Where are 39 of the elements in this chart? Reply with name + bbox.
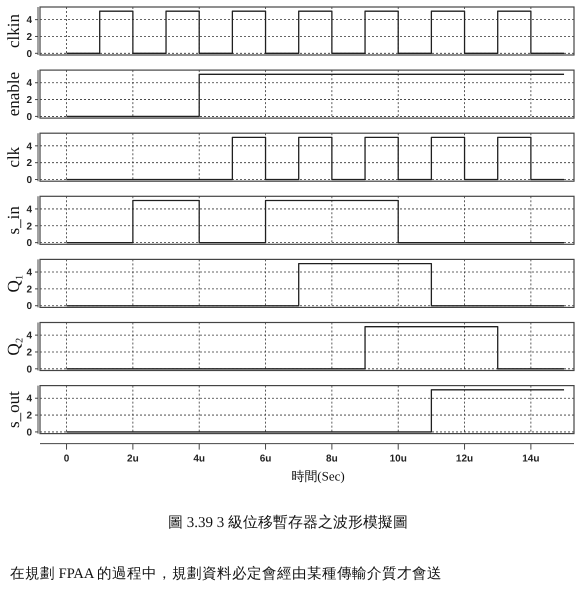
y-tick-label: 4 xyxy=(26,15,32,26)
y-tick-label: 0 xyxy=(26,427,32,438)
y-tick-label: 0 xyxy=(26,48,32,60)
y-tick-label: 4 xyxy=(26,141,32,152)
x-tick-label: 14u xyxy=(522,454,540,465)
y-axis-title: Q₂ xyxy=(4,337,23,356)
y-tick-label: 2 xyxy=(26,32,32,43)
y-tick-label: 4 xyxy=(26,78,32,90)
x-tick-label: 6u xyxy=(260,454,272,465)
x-tick-label: 12u xyxy=(456,454,474,465)
caption: 圖 3.39 3 級位移暫存器之波形模擬圖 xyxy=(168,514,408,531)
y-tick-label: 4 xyxy=(26,330,32,342)
y-axis-title: s_out xyxy=(4,390,23,428)
y-axis-title: Q₁ xyxy=(4,274,23,293)
y-tick-label: 4 xyxy=(26,394,32,405)
x-tick-label: 2u xyxy=(127,454,139,465)
y-tick-label: 0 xyxy=(26,301,32,312)
y-tick-label: 2 xyxy=(26,158,32,170)
y-axis-title: s_in xyxy=(4,206,23,234)
x-axis-title: 時間(Sec) xyxy=(291,468,345,484)
y-tick-label: 2 xyxy=(26,284,32,296)
y-axis-title: clkin xyxy=(4,14,23,48)
y-axis-title: clk xyxy=(4,146,23,168)
y-tick-label: 0 xyxy=(26,175,32,186)
x-tick-label: 0 xyxy=(64,454,70,465)
x-tick-label: 10u xyxy=(390,454,407,465)
y-axis-title: enable xyxy=(4,72,23,116)
y-tick-label: 2 xyxy=(26,95,32,106)
y-tick-label: 0 xyxy=(26,238,32,250)
x-tick-label: 8u xyxy=(326,454,338,465)
y-tick-label: 0 xyxy=(26,112,32,123)
x-tick-label: 4u xyxy=(193,454,206,465)
y-tick-label: 2 xyxy=(26,347,32,358)
y-tick-label: 2 xyxy=(26,410,32,422)
y-tick-label: 0 xyxy=(26,364,32,376)
text: 在規劃 FPAA 的過程中，規劃資料必定會經由某種傳輸介質才會送 xyxy=(10,566,442,582)
y-tick-label: 2 xyxy=(26,221,32,232)
y-tick-label: 4 xyxy=(26,204,32,216)
y-tick-label: 4 xyxy=(26,268,32,279)
